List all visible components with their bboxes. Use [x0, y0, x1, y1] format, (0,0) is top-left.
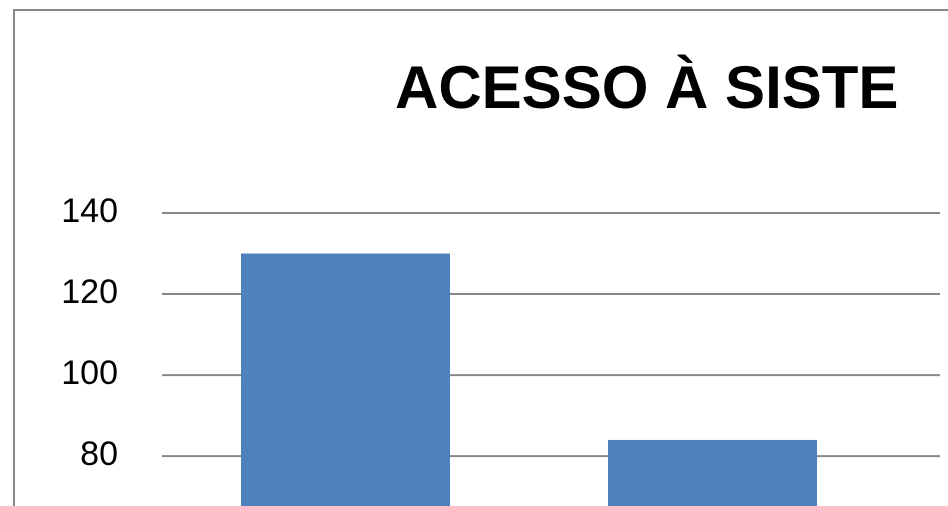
- chart-frame: [13, 9, 948, 506]
- y-tick-label: 100: [61, 354, 118, 392]
- y-tick-label: 140: [61, 192, 118, 230]
- bar: [608, 439, 817, 506]
- bar: [241, 253, 450, 506]
- y-tick-label: 80: [80, 435, 118, 473]
- chart-title: ACESSO À SISTE: [395, 54, 898, 121]
- y-tick-label: 120: [61, 273, 118, 311]
